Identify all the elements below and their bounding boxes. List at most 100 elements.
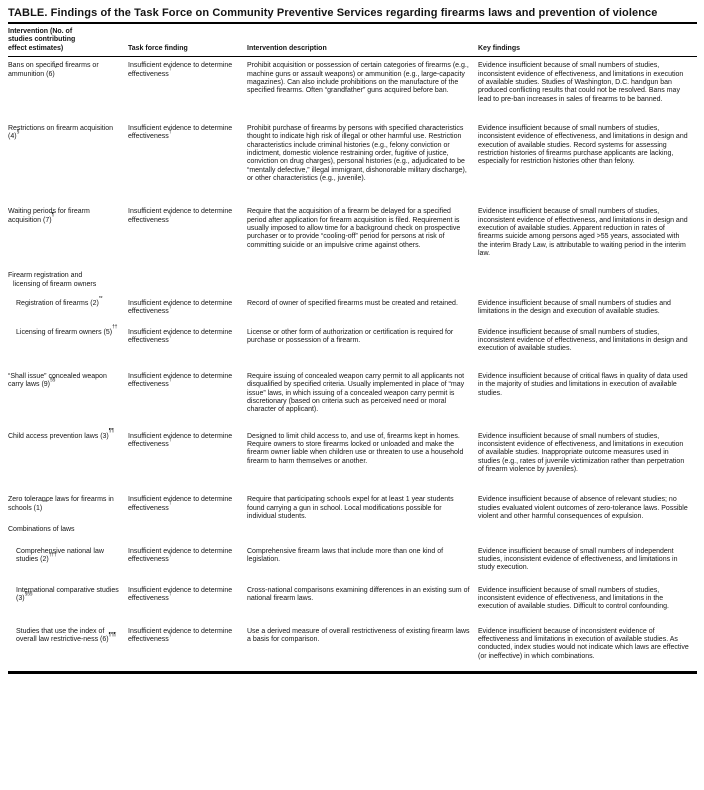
intervention-text: Comprehensive national law studies (2) [16, 547, 104, 563]
intervention-cell: Studies that use the index of overall la… [8, 628, 128, 661]
description-cell: Prohibit purchase of firearms by persons… [247, 124, 467, 182]
col-header-intervention: Intervention (No. of studies contributin… [8, 28, 76, 52]
table-title: TABLE. Findings of the Task Force on Com… [8, 7, 697, 24]
intervention-text: Licensing of firearm owners (5) [16, 328, 113, 336]
description-cell: Require issuing of concealed weapon carr… [247, 372, 465, 414]
finding-cell: Insufficient evidence to determine effec… [128, 433, 247, 475]
table-row-child-access: Child access prevention laws (3)¶¶ Insuf… [8, 429, 697, 475]
footnote-marker: * [54, 66, 57, 73]
finding-cell: Insufficient evidence to determine effec… [128, 587, 247, 612]
intervention-text: Restrictions on firearm acquisition (4) [8, 124, 114, 141]
intervention-text: International comparative studies (3) [16, 586, 119, 602]
description-cell: Use a derived measure of overall restric… [247, 627, 470, 644]
intervention-cell: Comprehensive national law studies (2)††… [8, 548, 128, 573]
intervention-text: “Shall issue” concealed weapon carry law… [8, 372, 107, 389]
section-heading-combinations: Combinations of laws [8, 526, 697, 534]
footnote-marker: ¶¶¶ [108, 631, 117, 638]
footnote-marker: † [168, 332, 172, 339]
section-heading-registration-licensing: Firearm registration and licensing of fi… [8, 272, 697, 289]
description-cell: License or other form of authorization o… [247, 328, 454, 345]
intervention-cell: Waiting periods for firearm acquisition … [8, 208, 128, 258]
finding-text: Insufficient evidence to determine effec… [128, 62, 233, 78]
footnote-marker: † [168, 66, 172, 73]
finding-cell: Insufficient evidence to determine effec… [128, 300, 247, 317]
table-row-licensing: Licensing of firearm owners (5)†† Insuff… [8, 325, 697, 354]
finding-cell: Insufficient evidence to determine effec… [128, 329, 247, 354]
finding-text: Insufficient evidence to determine effec… [128, 300, 233, 316]
table-header-row: Intervention (No. of studies contributin… [8, 24, 697, 58]
description-cell: Comprehensive firearm laws that include … [247, 547, 444, 563]
footnote-marker: † [168, 212, 172, 219]
finding-text: Insufficient evidence to determine effec… [128, 328, 233, 345]
col-header-intervention-description: Intervention description [247, 44, 327, 52]
section-heading-line: licensing of firearm owners [13, 280, 97, 288]
key-findings-cell: Evidence insufficient because of small n… [478, 547, 678, 572]
intervention-text: Bans on specified firearms or ammunition… [8, 62, 99, 78]
footnote-marker: ¶ [51, 212, 55, 219]
key-findings-cell: Evidence insufficient because of small n… [478, 124, 688, 166]
key-findings-cell: Evidence insufficient because of absence… [478, 496, 688, 520]
footnote-marker: § [16, 128, 20, 135]
key-findings-cell: Evidence insufficient because of inconsi… [478, 627, 689, 660]
key-findings-cell: Evidence insufficient because of small n… [478, 586, 669, 611]
finding-cell: Insufficient evidence to determine effec… [128, 628, 247, 661]
footnote-marker: §§ [50, 376, 56, 383]
key-findings-cell: Evidence insufficient because of small n… [478, 432, 685, 473]
table-row-registration: Registration of firearms (2)** Insuffici… [8, 296, 697, 317]
intervention-cell: Registration of firearms (2)** [8, 296, 128, 317]
table-row-restrictions: Restrictions on firearm acquisition (4)§… [8, 125, 697, 183]
finding-text: Insufficient evidence to determine effec… [128, 627, 233, 644]
col-header-key-findings: Key findings [478, 44, 521, 52]
description-cell: Prohibit acquisition or possession of ce… [247, 62, 469, 95]
col-header-task-force-finding: Task force finding [128, 44, 188, 52]
intervention-cell: Child access prevention laws (3)¶¶ [8, 429, 128, 475]
key-findings-cell: Evidence insufficient because of small n… [478, 300, 671, 316]
intervention-text: Studies that use the index of overall la… [16, 627, 109, 644]
key-findings-cell: Evidence insufficient because of small n… [478, 328, 688, 353]
footnote-marker: † [168, 590, 172, 597]
finding-text: Insufficient evidence to determine effec… [128, 124, 233, 141]
footnote-marker: † [168, 500, 172, 507]
footnote-marker: *** [42, 500, 48, 507]
intervention-text: Zero tolerance laws for firearms in scho… [8, 496, 114, 512]
table-bottom-rule [8, 671, 697, 675]
footnote-marker: ¶¶ [108, 428, 114, 435]
finding-text: Insufficient evidence to determine effec… [128, 372, 233, 389]
description-cell: Cross-national comparisons examining dif… [247, 586, 470, 602]
table-row-bans: Bans on specified firearms or ammunition… [8, 62, 697, 104]
finding-cell: Insufficient evidence to determine effec… [128, 548, 247, 573]
intervention-text: Registration of firearms (2) [16, 300, 99, 308]
table-row-comprehensive-national: Comprehensive national law studies (2)††… [8, 548, 697, 573]
description-cell: Require that the acquisition of a firear… [247, 208, 461, 249]
footnote-marker: ††† [48, 551, 57, 558]
finding-cell: Insufficient evidence to determine effec… [128, 125, 247, 183]
intervention-cell: Bans on specified firearms or ammunition… [8, 62, 128, 104]
finding-text: Insufficient evidence to determine effec… [128, 496, 233, 512]
description-cell: Record of owner of specified firearms mu… [247, 300, 458, 308]
table-row-international-comparative: International comparative studies (3)§§§… [8, 587, 697, 612]
table-row-restrictiveness-index: Studies that use the index of overall la… [8, 628, 697, 661]
table-row-shall-issue: “Shall issue” concealed weapon carry law… [8, 373, 697, 415]
key-findings-cell: Evidence insufficient because of small n… [478, 208, 688, 258]
finding-text: Insufficient evidence to determine effec… [128, 547, 233, 563]
finding-cell: Insufficient evidence to determine effec… [128, 62, 247, 104]
finding-text: Insufficient evidence to determine effec… [128, 432, 233, 448]
footnote-marker: §§§ [24, 590, 33, 597]
footnote-marker: † [168, 631, 172, 638]
finding-cell: Insufficient evidence to determine effec… [128, 208, 247, 258]
intervention-cell: Zero tolerance laws for firearms in scho… [8, 496, 128, 521]
footnote-marker: ** [98, 295, 103, 302]
intervention-cell: International comparative studies (3)§§§ [8, 587, 128, 612]
finding-cell: Insufficient evidence to determine effec… [128, 373, 247, 415]
description-cell: Designed to limit child access to, and u… [247, 432, 464, 465]
table-row-waiting-periods: Waiting periods for firearm acquisition … [8, 208, 697, 258]
footnote-marker: † [168, 551, 172, 558]
finding-text: Insufficient evidence to determine effec… [128, 208, 233, 224]
intervention-cell: “Shall issue” concealed weapon carry law… [8, 373, 128, 415]
footnote-marker: † [168, 436, 172, 443]
intervention-cell: Restrictions on firearm acquisition (4)§ [8, 125, 128, 183]
section-heading-line: Firearm registration and [8, 272, 83, 280]
finding-text: Insufficient evidence to determine effec… [128, 586, 233, 602]
footnote-marker: † [168, 128, 172, 135]
